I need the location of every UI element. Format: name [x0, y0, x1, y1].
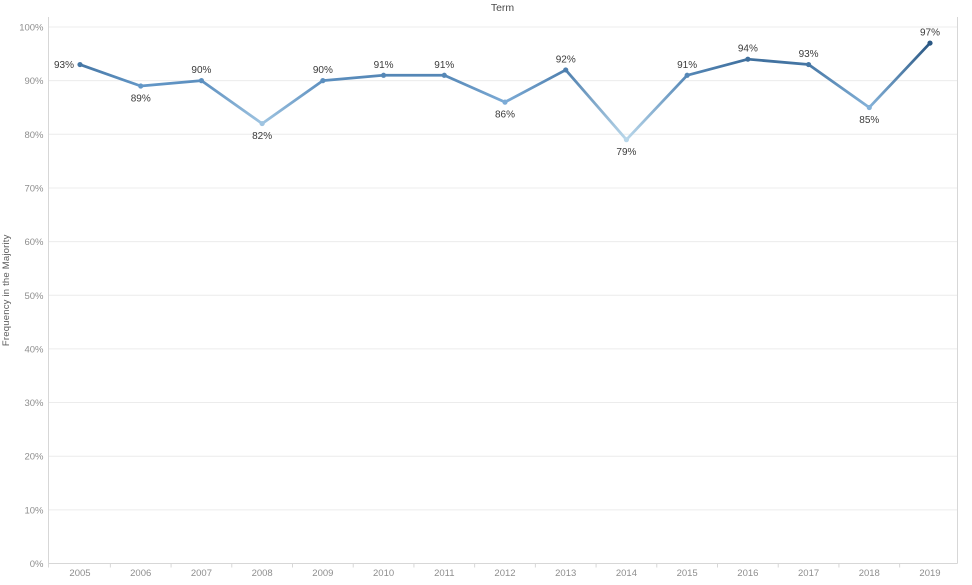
- data-point-label-2006: 89%: [131, 94, 151, 105]
- x-tick-label-2008: 2008: [252, 568, 273, 579]
- line-segment-2006-2007[interactable]: [139, 79, 203, 88]
- x-tick-label-2014: 2014: [616, 568, 637, 579]
- x-tick-label-2018: 2018: [859, 568, 880, 579]
- x-tick-label-2016: 2016: [737, 568, 758, 579]
- data-point-2009[interactable]: [320, 78, 326, 84]
- line-segment-2011-2012[interactable]: [442, 73, 507, 104]
- data-point-label-2018: 85%: [859, 115, 879, 126]
- x-tick-label-2005: 2005: [69, 568, 90, 579]
- line-segment-2005-2006[interactable]: [78, 63, 143, 88]
- x-tick-label-2015: 2015: [677, 568, 698, 579]
- data-point-2014[interactable]: [623, 137, 630, 143]
- y-tick-label-90%: 90%: [24, 76, 44, 87]
- data-point-label-2012: 86%: [495, 110, 515, 121]
- y-tick-label-30%: 30%: [24, 398, 44, 409]
- data-point-2018[interactable]: [866, 104, 872, 111]
- data-point-2019[interactable]: [927, 40, 933, 46]
- x-tick-label-2013: 2013: [555, 568, 576, 579]
- chart-title: Term: [490, 2, 515, 14]
- line-segment-2018-2019[interactable]: [867, 41, 932, 109]
- data-point-label-2019: 97%: [920, 28, 940, 39]
- x-tick-label-2011: 2011: [434, 568, 454, 579]
- x-tick-label-2007: 2007: [191, 568, 212, 579]
- line-segment-2015-2016[interactable]: [685, 57, 750, 77]
- data-point-2015[interactable]: [684, 72, 690, 78]
- data-point-label-2016: 94%: [738, 44, 758, 55]
- x-tick-label-2010: 2010: [373, 568, 394, 579]
- data-point-label-2011: 91%: [434, 60, 454, 71]
- y-tick-label-50%: 50%: [24, 291, 44, 302]
- y-tick-label-0%: 0%: [30, 559, 44, 570]
- x-tick-label-2012: 2012: [494, 568, 515, 579]
- y-tick-label-100%: 100%: [19, 23, 44, 34]
- data-point-2006[interactable]: [138, 83, 144, 89]
- data-point-label-2015: 91%: [677, 60, 697, 71]
- data-point-2007[interactable]: [198, 78, 205, 84]
- data-point-label-2014: 79%: [616, 147, 636, 158]
- line-segment-2012-2013[interactable]: [503, 68, 568, 104]
- data-point-2011[interactable]: [441, 72, 447, 78]
- line-segment-2009-2010[interactable]: [321, 73, 385, 83]
- data-point-label-2017: 93%: [799, 49, 819, 60]
- data-point-2013[interactable]: [563, 67, 569, 73]
- line-segment-2014-2015[interactable]: [625, 73, 689, 142]
- data-point-label-2005: 93%: [54, 60, 74, 71]
- line-segment-2013-2014[interactable]: [564, 68, 628, 142]
- line-segment-2007-2008[interactable]: [200, 79, 264, 125]
- data-point-2012[interactable]: [502, 99, 508, 105]
- y-axis-title: Frequency in the Majority: [1, 234, 12, 346]
- y-tick-label-80%: 80%: [24, 130, 44, 141]
- y-tick-label-10%: 10%: [24, 505, 44, 516]
- data-point-label-2010: 91%: [374, 60, 394, 71]
- data-point-2005[interactable]: [77, 61, 83, 68]
- line-segment-2017-2018[interactable]: [807, 63, 871, 109]
- line-segment-2008-2009[interactable]: [260, 79, 325, 125]
- data-point-2008[interactable]: [259, 120, 265, 127]
- line-segment-2016-2017[interactable]: [746, 57, 810, 66]
- y-tick-label-40%: 40%: [24, 344, 44, 355]
- data-point-label-2007: 90%: [191, 65, 211, 76]
- y-tick-label-70%: 70%: [24, 183, 44, 194]
- data-point-label-2008: 82%: [252, 131, 272, 142]
- x-tick-label-2019: 2019: [919, 568, 940, 579]
- y-tick-label-60%: 60%: [24, 237, 44, 248]
- data-point-label-2009: 90%: [313, 65, 333, 76]
- data-point-label-2013: 92%: [556, 54, 576, 65]
- x-tick-label-2017: 2017: [798, 568, 819, 579]
- x-tick-label-2006: 2006: [130, 568, 151, 579]
- data-point-2017[interactable]: [805, 61, 812, 68]
- data-point-2010[interactable]: [380, 72, 387, 78]
- x-tick-label-2009: 2009: [312, 568, 333, 579]
- data-point-2016[interactable]: [745, 56, 751, 62]
- y-tick-label-20%: 20%: [24, 452, 44, 463]
